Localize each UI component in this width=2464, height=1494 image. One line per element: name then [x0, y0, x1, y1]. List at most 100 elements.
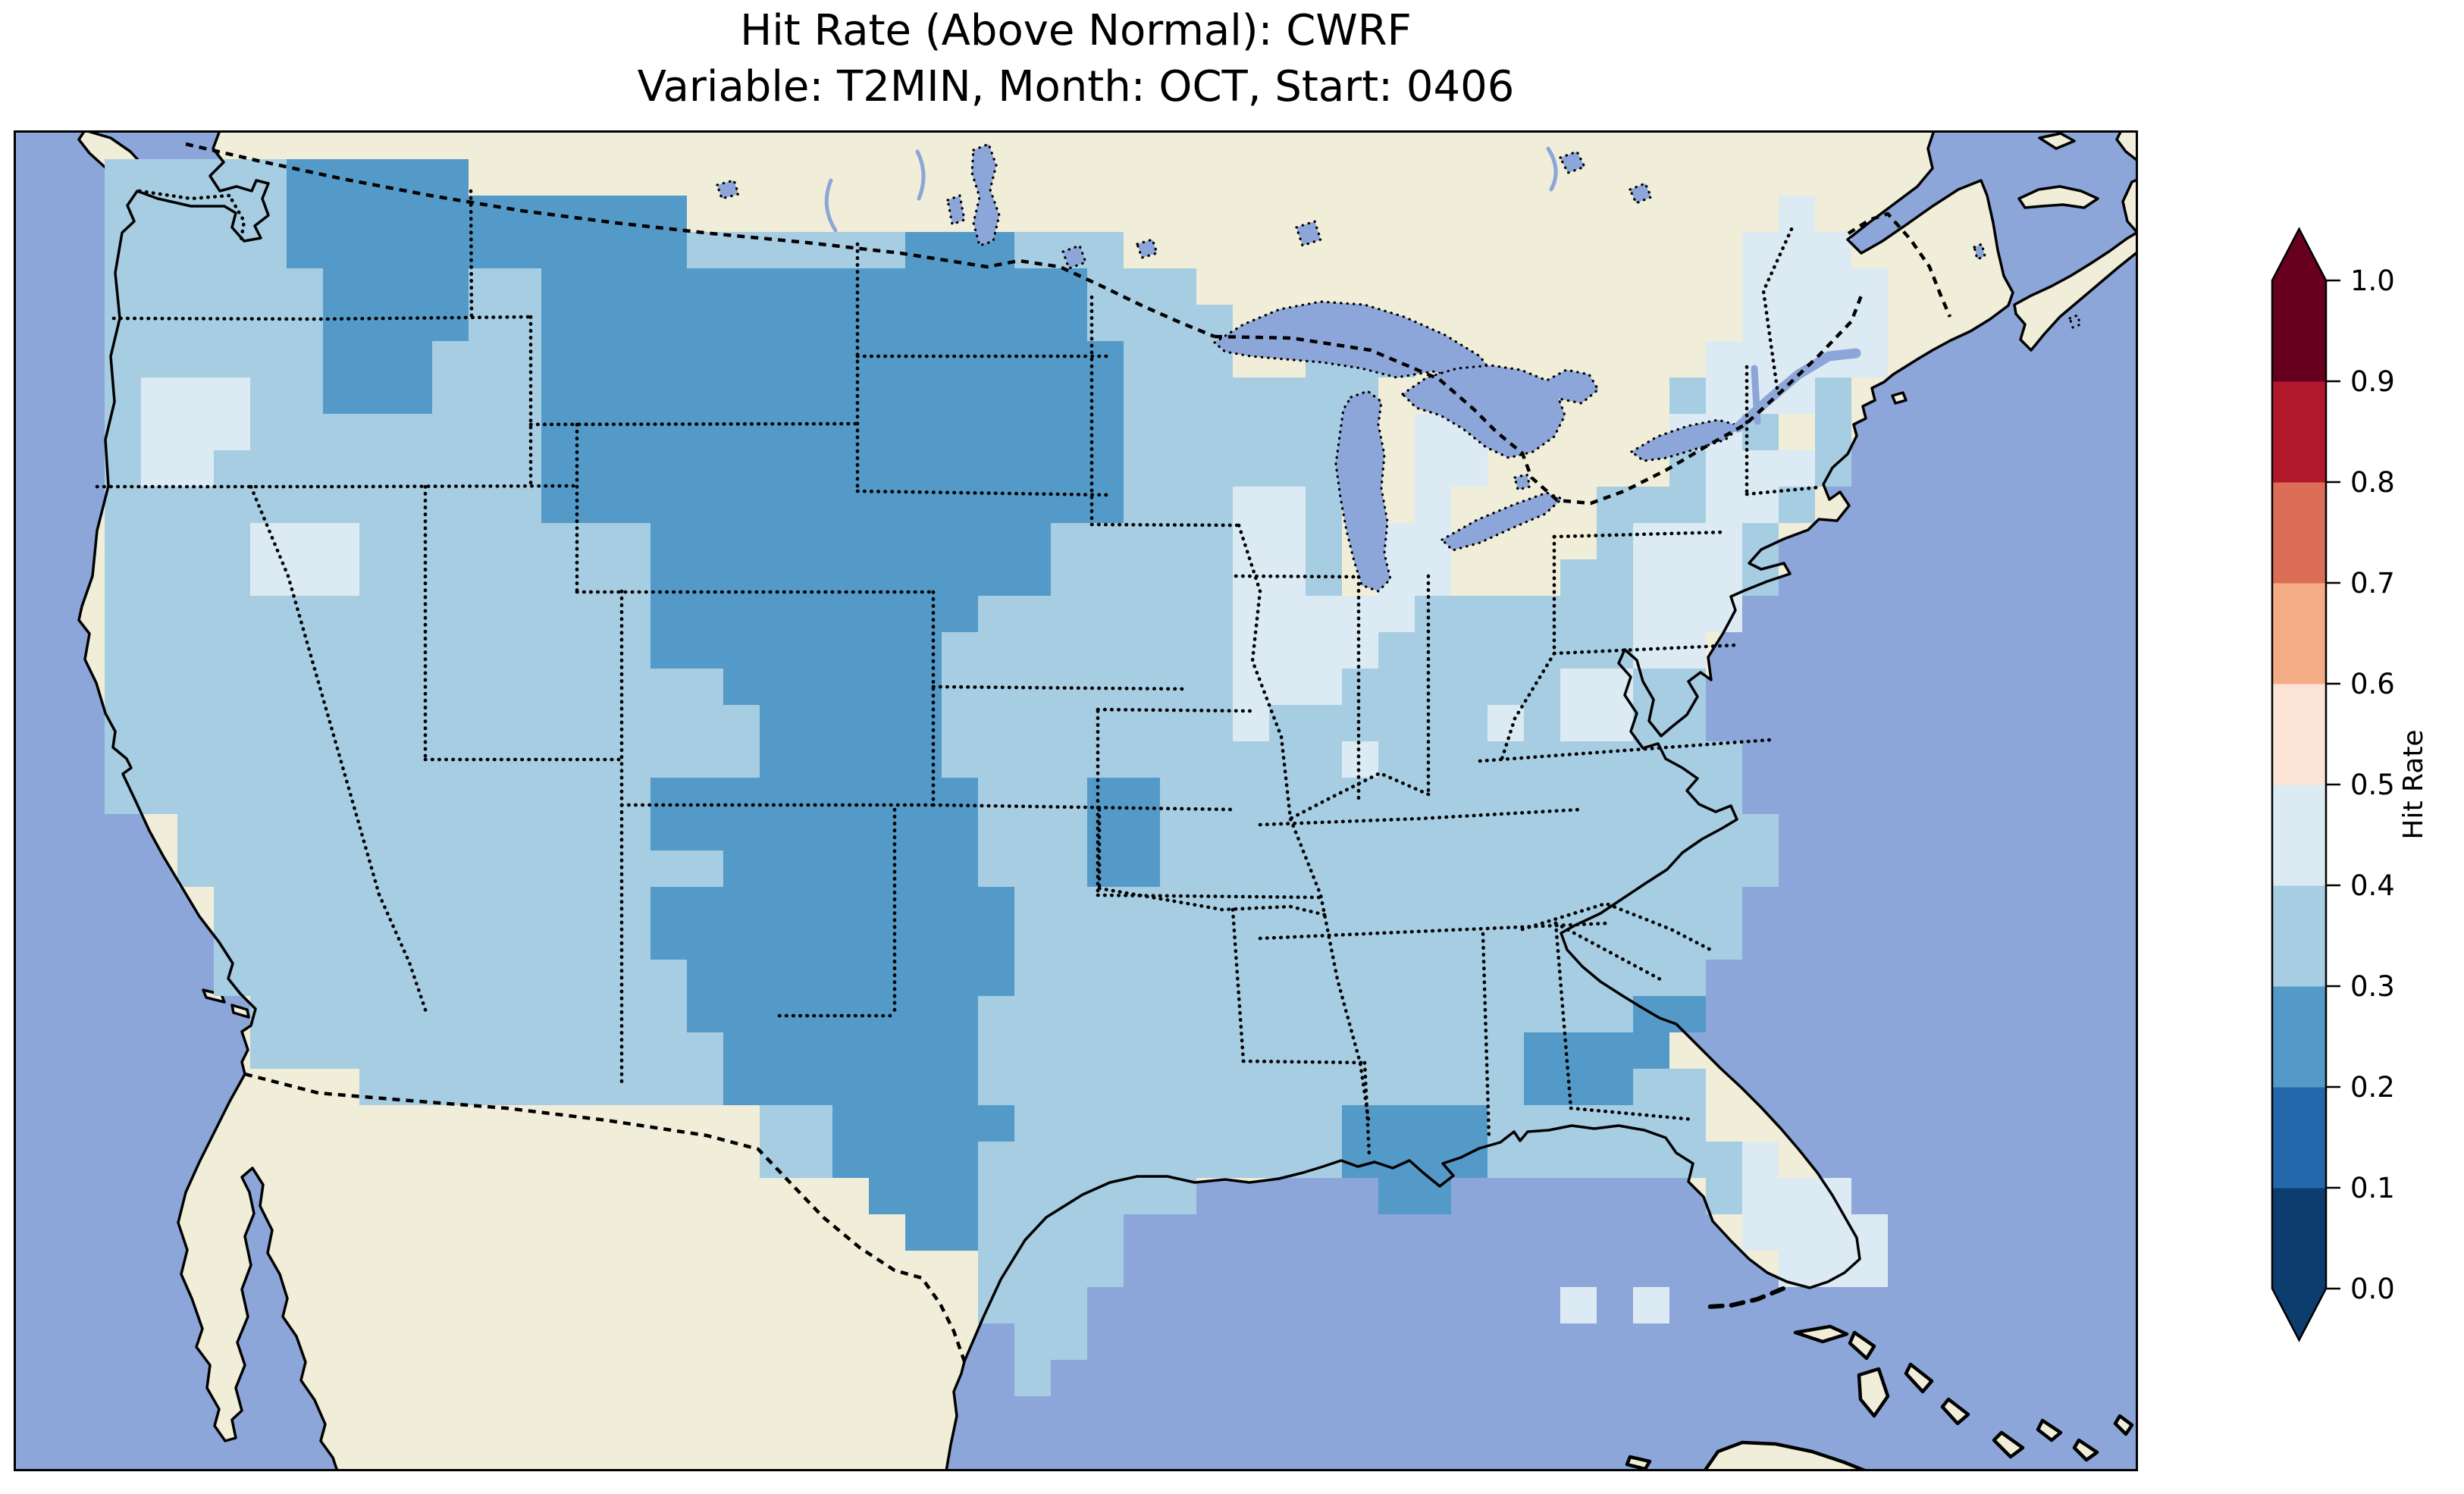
grid-cell [287, 741, 323, 778]
grid-cell [359, 377, 396, 414]
grid-cell [650, 487, 687, 523]
grid-cell [1851, 341, 1888, 377]
grid-cell [396, 305, 432, 341]
grid-cell [942, 1142, 978, 1178]
grid-cell [359, 996, 396, 1032]
grid-cell [1415, 559, 1451, 596]
grid-cell [469, 523, 505, 559]
grid-cell [469, 414, 505, 450]
grid-cell [796, 887, 832, 923]
grid-cell [760, 487, 796, 523]
grid-cell [432, 814, 469, 850]
grid-cell [796, 341, 832, 377]
grid-cell [250, 377, 287, 414]
grid-cell [760, 450, 796, 487]
grid-cell [832, 669, 869, 705]
grid-cell [359, 669, 396, 705]
grid-cell [1233, 414, 1269, 450]
grid-cell [614, 1032, 650, 1069]
grid-cell [1779, 1214, 1815, 1251]
grid-cell [760, 1105, 796, 1142]
grid-cell [505, 305, 541, 341]
grid-cell [1306, 450, 1342, 487]
grid-cell [1233, 814, 1269, 850]
grid-cell [1487, 850, 1524, 887]
grid-cell [469, 814, 505, 850]
grid-cell [1087, 887, 1124, 923]
grid-cell [687, 450, 723, 487]
grid-cell [1233, 596, 1269, 632]
figure-title-line1: Hit Rate (Above Normal): CWRF [740, 6, 1412, 55]
grid-cell [1487, 960, 1524, 996]
grid-cell [287, 1032, 323, 1069]
grid-cell [760, 778, 796, 814]
grid-cell [469, 960, 505, 996]
grid-cell [723, 377, 760, 414]
grid-cell [650, 559, 687, 596]
grid-cell [1378, 887, 1415, 923]
grid-cell [469, 196, 505, 232]
grid-cell [250, 450, 287, 487]
grid-cell [869, 1142, 905, 1178]
grid-cell [505, 887, 541, 923]
grid-cell [432, 1069, 469, 1105]
grid-cell [1233, 923, 1269, 960]
grid-cell [177, 632, 214, 669]
grid-cell [1269, 450, 1306, 487]
grid-cell [1451, 887, 1487, 923]
lake-of-the-woods [1061, 244, 1087, 270]
grid-cell [1633, 1287, 1669, 1323]
grid-cell [1342, 1105, 1378, 1142]
grid-cell [505, 923, 541, 960]
grid-cell [1014, 450, 1051, 487]
grid-cell [105, 632, 141, 669]
grid-cell [1560, 1142, 1597, 1178]
grid-cell [1160, 487, 1196, 523]
grid-cell [105, 305, 141, 341]
grid-cell [1233, 1142, 1269, 1178]
grid-cell [1306, 1142, 1342, 1178]
grid-cell [505, 596, 541, 632]
grid-cell [1014, 1178, 1051, 1214]
grid-cell [978, 450, 1014, 487]
grid-cell [905, 1142, 942, 1178]
grid-cell [578, 305, 614, 341]
grid-cell [687, 741, 723, 778]
grid-cell [614, 232, 650, 268]
grid-cell [723, 487, 760, 523]
grid-cell [1124, 850, 1160, 887]
grid-cell [1196, 487, 1233, 523]
grid-cell [1669, 487, 1706, 523]
grid-cell [1014, 996, 1051, 1032]
grid-cell [1633, 596, 1669, 632]
grid-cell [1087, 1251, 1124, 1287]
grid-cell [359, 814, 396, 850]
grid-cell [978, 377, 1014, 414]
grid-cell [432, 487, 469, 523]
grid-cell [469, 596, 505, 632]
grid-cell [650, 414, 687, 450]
grid-cell [541, 1069, 578, 1105]
grid-cell [469, 305, 505, 341]
grid-cell [942, 268, 978, 305]
grid-cell [1306, 632, 1342, 669]
grid-cell [287, 814, 323, 850]
grid-cell [105, 778, 141, 814]
grid-cell [687, 632, 723, 669]
grid-cell [578, 596, 614, 632]
grid-cell [760, 523, 796, 559]
grid-cell [1269, 487, 1306, 523]
grid-cell [141, 305, 177, 341]
grid-cell [1415, 487, 1451, 523]
grid-cell [832, 305, 869, 341]
grid-cell [1597, 814, 1633, 850]
grid-cell [760, 923, 796, 960]
grid-cell [1196, 377, 1233, 414]
grid-cell [832, 960, 869, 996]
grid-cell [614, 305, 650, 341]
grid-cell [1306, 596, 1342, 632]
grid-cell [250, 778, 287, 814]
grid-cell [359, 960, 396, 996]
grid-cell [1779, 305, 1815, 341]
